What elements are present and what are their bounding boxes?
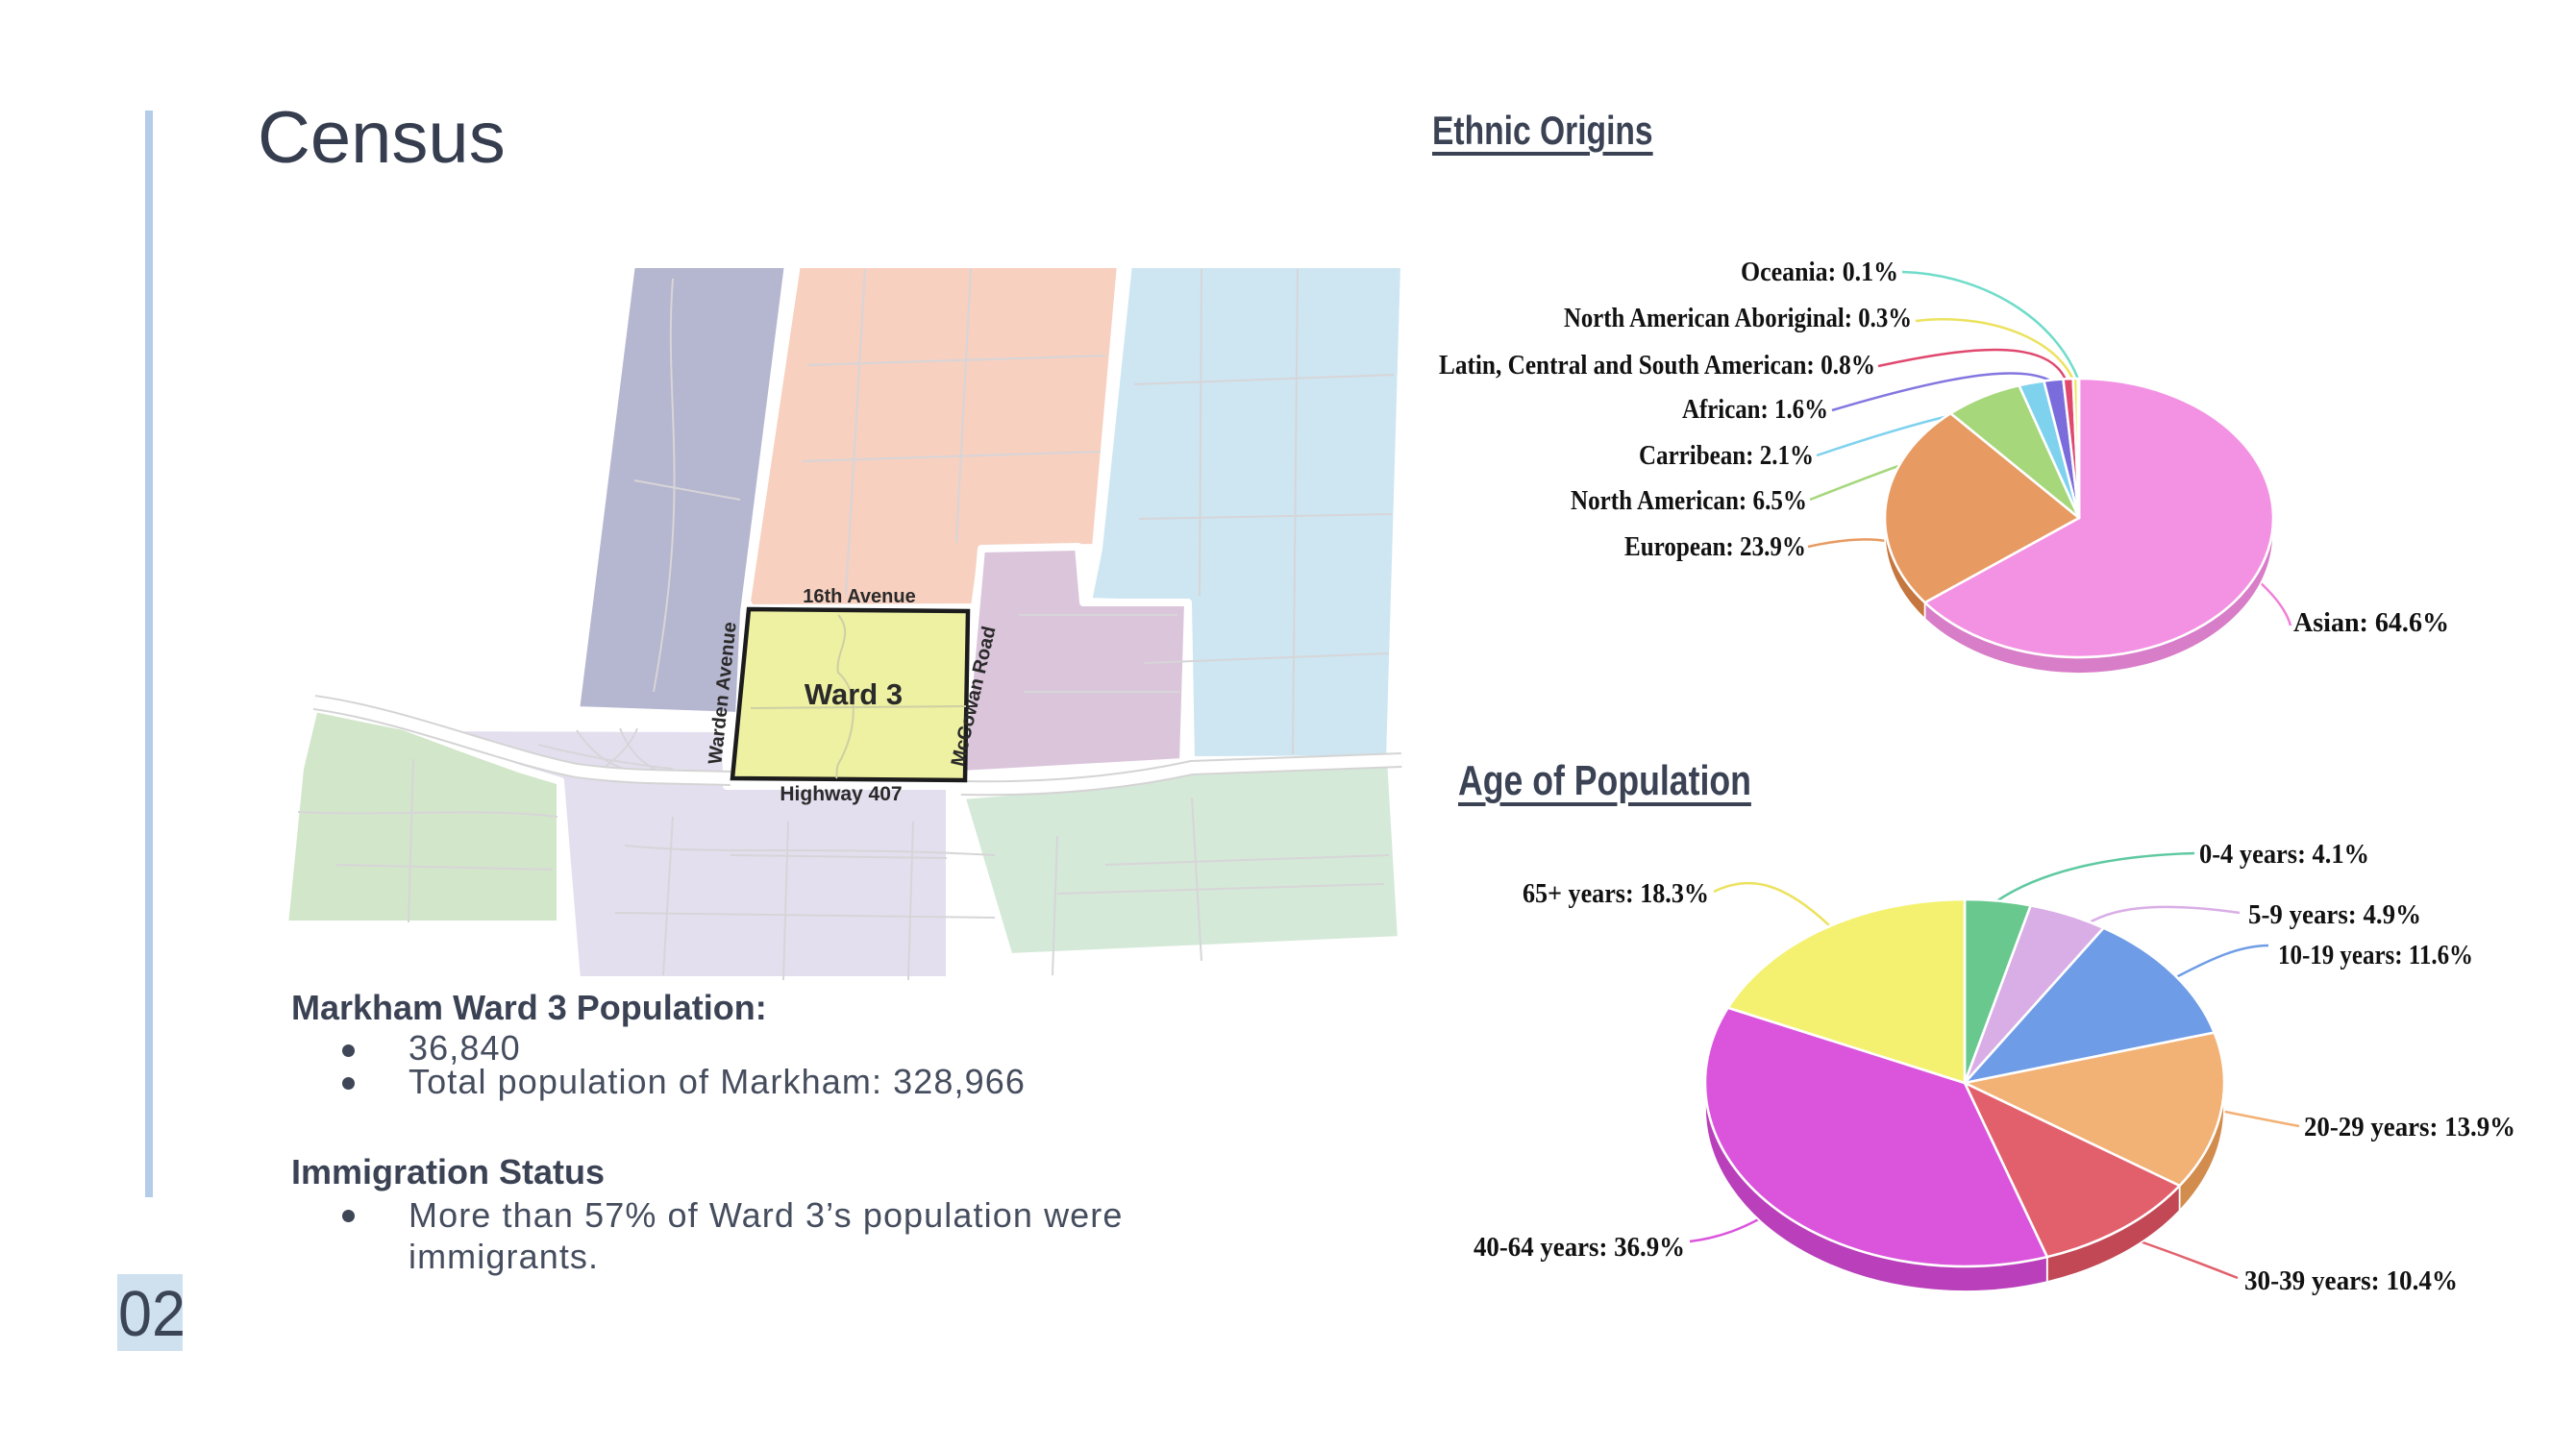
svg-text:10-19 years: 11.6%: 10-19 years: 11.6%: [2278, 941, 2473, 970]
svg-text:40-64 years: 36.9%: 40-64 years: 36.9%: [1474, 1233, 1685, 1263]
svg-text:European: 23.9%: European: 23.9%: [1624, 532, 1806, 562]
svg-text:Carribean: 2.1%: Carribean: 2.1%: [1639, 441, 1814, 471]
svg-text:Asian: 64.6%: Asian: 64.6%: [2293, 608, 2449, 638]
svg-text:20-29 years: 13.9%: 20-29 years: 13.9%: [2304, 1113, 2515, 1142]
svg-text:Ward 3: Ward 3: [805, 677, 903, 711]
svg-text:30-39 years: 10.4%: 30-39 years: 10.4%: [2244, 1266, 2458, 1296]
svg-text:5-9 years: 4.9%: 5-9 years: 4.9%: [2248, 900, 2421, 930]
svg-text:65+ years: 18.3%: 65+ years: 18.3%: [1523, 879, 1709, 909]
svg-text:North American Aboriginal: 0.3: North American Aboriginal: 0.3%: [1564, 304, 1912, 333]
svg-text:Highway 407: Highway 407: [780, 783, 902, 805]
svg-text:16th Avenue: 16th Avenue: [803, 586, 915, 607]
svg-text:Latin, Central and South Ameri: Latin, Central and South American: 0.8%: [1439, 351, 1875, 381]
svg-text:African: 1.6%: African: 1.6%: [1682, 395, 1828, 425]
svg-text:0-4 years: 4.1%: 0-4 years: 4.1%: [2199, 840, 2369, 870]
svg-text:Oceania: 0.1%: Oceania: 0.1%: [1741, 258, 1898, 287]
svg-text:North American: 6.5%: North American: 6.5%: [1571, 486, 1807, 516]
